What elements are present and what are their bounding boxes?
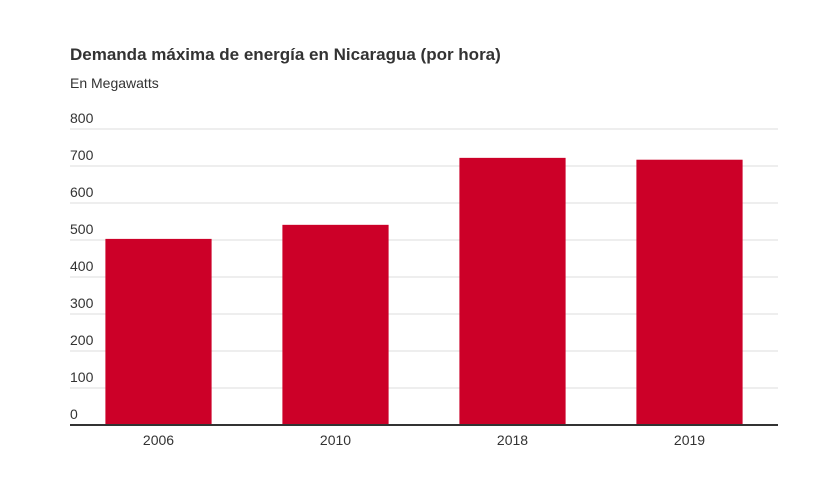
bars	[105, 157, 743, 426]
x-tick-label: 2019	[674, 432, 705, 448]
y-tick-label: 800	[70, 110, 94, 126]
y-tick-label: 700	[70, 147, 94, 163]
bar-2010	[282, 224, 389, 425]
x-axis-ticks: 2006 2010 2018 2019	[143, 432, 705, 448]
y-tick-label: 400	[70, 258, 94, 274]
bar-2006	[105, 238, 212, 425]
y-axis-ticks: 0 100 200 300 400 500 600 700 800	[70, 110, 94, 422]
bar-2019	[636, 159, 743, 425]
bar-2018	[459, 157, 566, 426]
y-tick-label: 200	[70, 332, 94, 348]
x-tick-label: 2006	[143, 432, 174, 448]
x-tick-label: 2010	[320, 432, 351, 448]
y-tick-label: 500	[70, 221, 94, 237]
y-tick-label: 300	[70, 295, 94, 311]
chart-title: Demanda máxima de energía en Nicaragua (…	[70, 45, 501, 64]
y-tick-label: 100	[70, 369, 94, 385]
y-tick-label: 600	[70, 184, 94, 200]
x-tick-label: 2018	[497, 432, 528, 448]
y-tick-label: 0	[70, 406, 78, 422]
chart-subtitle: En Megawatts	[70, 75, 159, 91]
